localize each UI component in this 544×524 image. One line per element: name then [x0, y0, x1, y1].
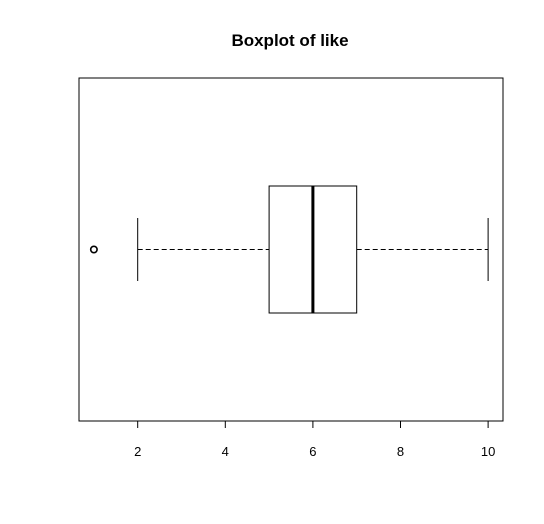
x-tick-label: 10: [481, 444, 495, 459]
x-axis: 2 4 6 8 10: [134, 420, 495, 459]
outlier-point: [89, 245, 98, 254]
boxplot-series: [89, 185, 489, 314]
x-tick-label: 8: [397, 444, 404, 459]
chart-title: Boxplot of like: [231, 31, 348, 50]
x-tick-label: 6: [309, 444, 316, 459]
x-tick-label: 2: [134, 444, 141, 459]
x-tick-label: 4: [222, 444, 229, 459]
